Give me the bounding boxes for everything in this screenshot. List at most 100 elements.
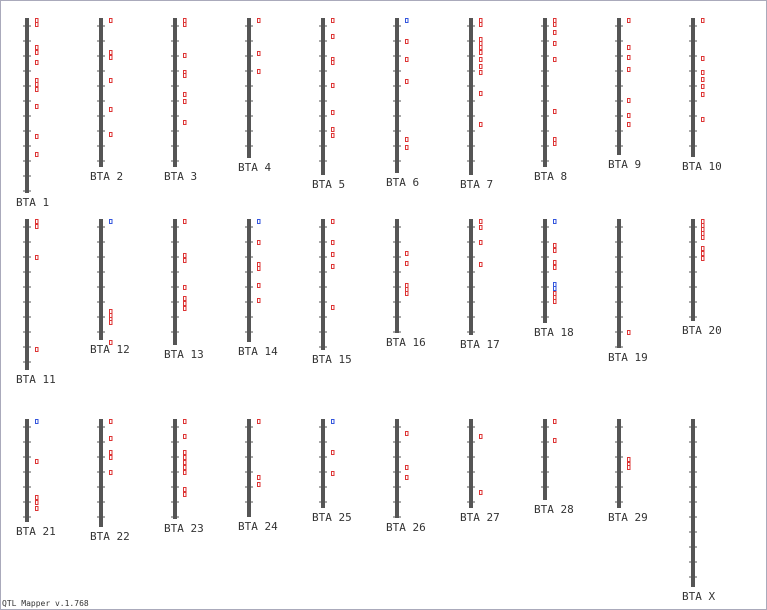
qtl-marker [627, 98, 631, 103]
chromosome [25, 219, 29, 370]
qtl-marker [405, 475, 409, 480]
chromosome-label: BTA 6 [386, 176, 419, 189]
qtl-marker [405, 18, 409, 23]
qtl-marker [35, 104, 39, 109]
qtl-marker [627, 113, 631, 118]
qtl-marker [183, 296, 187, 301]
qtl-marker [331, 419, 335, 424]
qtl-marker [109, 55, 113, 60]
qtl-marker [109, 78, 113, 83]
qtl-marker [701, 117, 705, 122]
qtl-marker [183, 419, 187, 424]
chromosome-label: BTA 3 [164, 170, 197, 183]
qtl-marker [109, 313, 113, 318]
chromosome [395, 18, 399, 173]
qtl-marker [627, 45, 631, 50]
qtl-marker [553, 291, 557, 296]
qtl-marker [35, 219, 39, 224]
qtl-marker [331, 252, 335, 257]
qtl-marker [183, 301, 187, 306]
qtl-marker [331, 34, 335, 39]
qtl-marker [109, 50, 113, 55]
qtl-marker [35, 87, 39, 92]
qtl-marker [35, 419, 39, 424]
chromosome [99, 419, 103, 527]
qtl-marker [701, 251, 705, 256]
qtl-marker [109, 450, 113, 455]
qtl-marker [35, 45, 39, 50]
qtl-marker [35, 50, 39, 55]
qtl-marker [183, 120, 187, 125]
qtl-marker [183, 450, 187, 455]
chromosome-label: BTA 17 [460, 338, 500, 351]
chromosome [173, 419, 177, 519]
qtl-marker [109, 455, 113, 460]
chromosome-label: BTA 14 [238, 345, 278, 358]
qtl-marker [405, 145, 409, 150]
chromosome [321, 18, 325, 175]
qtl-marker [183, 258, 187, 263]
chromosome [395, 219, 399, 333]
qtl-marker [553, 18, 557, 23]
chromosome [469, 18, 473, 175]
qtl-marker [35, 134, 39, 139]
qtl-marker [405, 39, 409, 44]
qtl-marker [331, 305, 335, 310]
chromosome-label: BTA 18 [534, 326, 574, 339]
qtl-marker [257, 240, 261, 245]
qtl-marker [627, 67, 631, 72]
qtl-marker [405, 79, 409, 84]
chromosome [247, 18, 251, 158]
chromosome-label: BTA 15 [312, 353, 352, 366]
qtl-marker [183, 253, 187, 258]
chromosome-label: BTA 12 [90, 343, 130, 356]
qtl-marker [405, 287, 409, 292]
qtl-marker [257, 266, 261, 271]
qtl-marker [35, 78, 39, 83]
qtl-marker [701, 227, 705, 232]
qtl-marker [405, 431, 409, 436]
qtl-marker [331, 110, 335, 115]
qtl-marker [331, 450, 335, 455]
chromosome [543, 18, 547, 167]
chromosome [543, 219, 547, 323]
qtl-marker [701, 77, 705, 82]
chromosome [321, 419, 325, 508]
qtl-marker [183, 219, 187, 224]
qtl-marker [109, 219, 113, 224]
qtl-marker [553, 438, 557, 443]
qtl-marker [257, 475, 261, 480]
qtl-marker [701, 70, 705, 75]
qtl-marker [109, 309, 113, 314]
qtl-marker [35, 506, 39, 511]
qtl-marker [405, 57, 409, 62]
qtl-marker [701, 219, 705, 224]
qtl-marker [479, 262, 483, 267]
qtl-marker [109, 107, 113, 112]
qtl-marker [553, 299, 557, 304]
qtl-marker [331, 240, 335, 245]
qtl-marker [479, 45, 483, 50]
qtl-marker [701, 246, 705, 251]
chromosome-label: BTA 9 [608, 158, 641, 171]
qtl-marker [479, 434, 483, 439]
qtl-marker [35, 82, 39, 87]
qtl-marker [627, 465, 631, 470]
qtl-marker [479, 41, 483, 46]
qtl-marker [331, 127, 335, 132]
qtl-marker [701, 223, 705, 228]
qtl-marker [553, 260, 557, 265]
qtl-marker [331, 18, 335, 23]
chromosome-label: BTA 29 [608, 511, 648, 524]
chromosome-label: BTA 10 [682, 160, 722, 173]
chromosome-label: BTA 16 [386, 336, 426, 349]
qtl-marker [405, 251, 409, 256]
qtl-marker [183, 99, 187, 104]
chromosome [691, 219, 695, 321]
qtl-marker [331, 83, 335, 88]
qtl-marker [257, 219, 261, 224]
qtl-marker [183, 455, 187, 460]
qtl-marker [405, 137, 409, 142]
chromosome [543, 419, 547, 500]
